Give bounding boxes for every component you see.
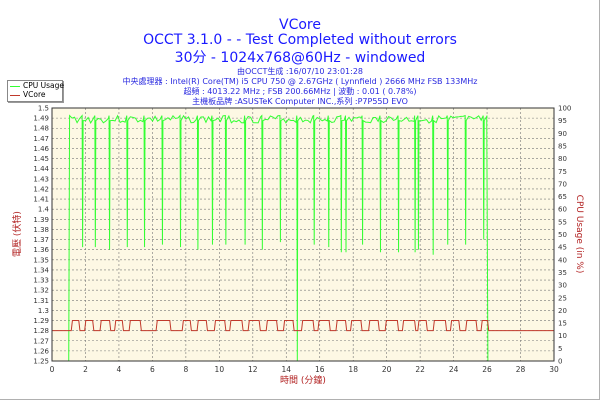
chart-subtitle-2: 30分 - 1024x768@60Hz - windowed <box>174 50 426 66</box>
ticks: 0 2 4 6 8 10 12 14 16 18 20 22 24 26 28 301.251.261.271… <box>33 105 571 375</box>
y-tick-label: 1.41 <box>33 196 49 204</box>
x-tick-label: 18 <box>348 365 358 374</box>
y-tick-label: 1.45 <box>33 155 49 163</box>
y-tick-label: 1.44 <box>33 165 49 173</box>
y-tick-label: 1.34 <box>33 266 49 274</box>
y-tick-label: 1.43 <box>33 175 49 183</box>
x-tick-label: 22 <box>415 365 425 374</box>
y-tick-label: 1.46 <box>33 145 49 153</box>
y2-tick-label: 65 <box>558 193 567 201</box>
y2-axis-label: CPU Usage (in %) <box>574 195 584 274</box>
y-tick-label: 1.26 <box>33 347 49 355</box>
y-tick-label: 1.47 <box>33 135 49 143</box>
legend-swatch-cpu <box>10 85 20 87</box>
x-axis-label: 時間 (分鐘) <box>280 374 326 386</box>
y2-tick-label: 75 <box>558 168 567 176</box>
y-tick-label: 1.39 <box>33 216 49 224</box>
x-tick-label: 30 <box>549 365 559 374</box>
x-tick-label: 14 <box>281 365 291 374</box>
y2-tick-label: 95 <box>558 117 567 125</box>
x-tick-label: 28 <box>516 365 526 374</box>
y-tick-label: 1.35 <box>33 256 49 264</box>
y2-tick-label: 30 <box>558 282 567 290</box>
y-tick-label: 1.33 <box>33 277 49 285</box>
series-vcore <box>52 320 554 332</box>
legend-label-vcore: VCore <box>23 90 46 99</box>
x-tick-label: 6 <box>150 365 155 374</box>
y2-tick-label: 5 <box>558 345 562 353</box>
y2-tick-label: 45 <box>558 244 567 252</box>
y2-tick-label: 25 <box>558 294 567 302</box>
x-tick-label: 2 <box>83 365 88 374</box>
y-tick-label: 1.25 <box>33 358 49 366</box>
y-axis-label: 電壓 (伏特) <box>11 211 23 257</box>
chart-title: VCore <box>279 17 321 33</box>
y-tick-label: 1.48 <box>33 125 49 133</box>
x-tick-label: 8 <box>183 365 188 374</box>
y-tick-label: 1.38 <box>33 226 49 234</box>
y2-tick-label: 80 <box>558 155 567 163</box>
y-tick-label: 1.4 <box>38 206 50 214</box>
x-tick-label: 16 <box>315 365 325 374</box>
y2-tick-label: 100 <box>558 105 571 113</box>
plot-area <box>52 108 554 361</box>
x-tick-label: 20 <box>382 365 392 374</box>
x-tick-label: 0 <box>50 365 55 374</box>
y-tick-label: 1.37 <box>33 236 49 244</box>
x-tick-label: 12 <box>248 365 258 374</box>
x-tick-label: 10 <box>215 365 225 374</box>
plot-frame <box>51 107 555 362</box>
info-motherboard: 主機板品牌 :ASUSTeK Computer INC.,系列 :P7P55D … <box>192 97 408 106</box>
legend-swatch-vcore <box>10 94 20 96</box>
y-tick-label: 1.29 <box>33 317 49 325</box>
legend-label-cpu: CPU Usage <box>23 81 65 90</box>
y2-tick-label: 35 <box>558 269 567 277</box>
y2-tick-label: 15 <box>558 320 567 328</box>
y2-tick-label: 10 <box>558 332 567 340</box>
info-overclock: 超頻 : 4013.22 MHz ; FSB 200.66MHz | 波動 : … <box>183 87 417 96</box>
legend: CPU Usage VCore <box>7 80 65 102</box>
y2-tick-label: 50 <box>558 231 567 239</box>
y-tick-label: 1.3 <box>38 307 49 315</box>
series-cpu-usage <box>68 114 489 362</box>
x-tick-label: 26 <box>482 365 492 374</box>
y-tick-label: 1.49 <box>33 115 49 123</box>
y2-tick-label: 0 <box>558 358 562 366</box>
y-tick-label: 1.36 <box>33 246 49 254</box>
y2-tick-label: 60 <box>558 206 567 214</box>
info-cpu: 中央處理器 : Intel(R) Core(TM) i5 CPU 750 @ 2… <box>122 77 478 86</box>
y2-tick-label: 70 <box>558 180 567 188</box>
x-tick-label: 24 <box>449 365 459 374</box>
y-tick-label: 1.5 <box>38 105 49 113</box>
y-tick-label: 1.27 <box>33 337 49 345</box>
y2-tick-label: 55 <box>558 218 567 226</box>
legend-item-cpu: CPU Usage <box>8 81 65 90</box>
y-tick-label: 1.32 <box>33 287 49 295</box>
y2-tick-label: 20 <box>558 307 567 315</box>
y-tick-label: 1.31 <box>33 297 49 305</box>
legend-item-vcore: VCore <box>8 90 62 99</box>
y2-tick-label: 85 <box>558 142 567 150</box>
y2-tick-label: 90 <box>558 130 567 138</box>
info-generated: 由OCCT生成 :16/07/10 23:01:28 <box>237 67 363 76</box>
chart-subtitle: OCCT 3.1.0 - - Test Completed without er… <box>143 32 457 48</box>
x-tick-label: 4 <box>117 365 122 374</box>
y-tick-label: 1.28 <box>33 327 49 335</box>
y-tick-label: 1.42 <box>33 185 49 193</box>
y2-tick-label: 40 <box>558 256 567 264</box>
